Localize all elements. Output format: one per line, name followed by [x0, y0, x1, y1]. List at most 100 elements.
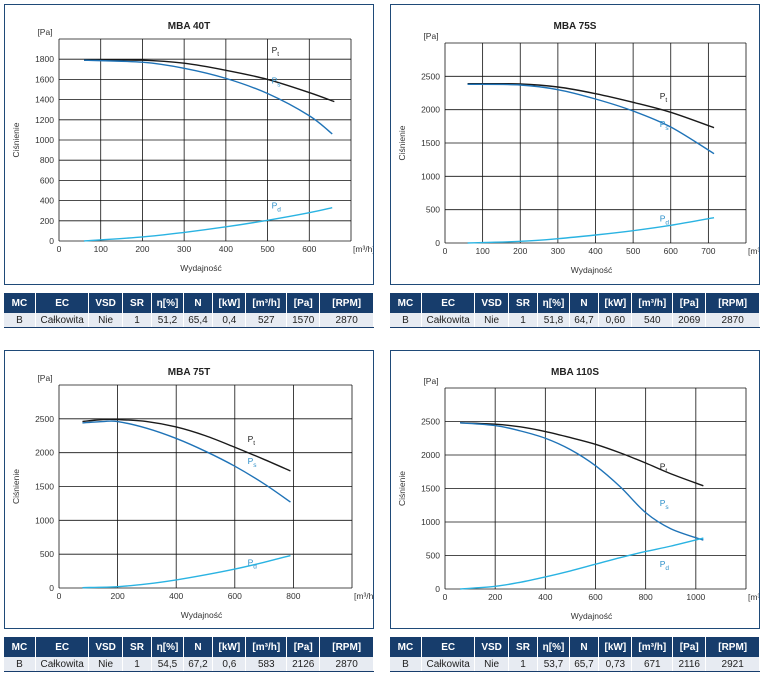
y-tick-label: 200 — [40, 216, 54, 226]
spec-header-cell: VSD — [474, 637, 509, 657]
spec-value-cell: 0,73 — [598, 657, 633, 672]
grid — [58, 384, 353, 589]
spec-table-mba-110s: MC EC VSD SR η[%] N [kW] [m³/h] [Pa] [RPM] B Całkow… — [390, 637, 760, 672]
spec-header-cell: SR — [508, 637, 539, 657]
x-tick-label: 300 — [177, 244, 191, 254]
y-tick-label: 0 — [49, 583, 54, 593]
grid — [444, 42, 747, 244]
spec-header-cell: SR — [122, 293, 153, 313]
y-axis-label: Ciśnienie — [397, 125, 407, 160]
y-tick-label: 2500 — [421, 417, 440, 427]
y-axis-label: Ciśnienie — [397, 471, 407, 506]
x-tick-label: 200 — [111, 591, 125, 601]
spec-header-cell: MC — [4, 637, 36, 657]
fan-curve-chart-mba-75s: MBA 75S 0 100 200 300 400 500 600 700 0 500 1000 150… — [397, 21, 759, 275]
x-tick-label: 700 — [701, 246, 715, 256]
spec-header-cell: SR — [122, 637, 153, 657]
spec-value-cell: 67,2 — [183, 657, 214, 672]
x-tick-label: 400 — [169, 591, 183, 601]
x-tick-label: 300 — [551, 246, 565, 256]
x-axis-label: Wydajność — [181, 610, 223, 620]
series-label-ps: Ps — [660, 119, 670, 132]
spec-header-cell: N — [569, 293, 600, 313]
spec-value-cell: B — [4, 657, 36, 672]
fan-curve-chart-mba-40t: MBA 40T 0 100 200 300 400 500 600 0 200 400 600 800 1… — [11, 21, 373, 273]
spec-header-cell: [kW] — [212, 293, 247, 313]
chart-frame: MBA 110S 0 200 400 600 800 1000 0 500 1000 1500 200… — [390, 350, 760, 629]
spec-header-cell: EC — [421, 293, 476, 313]
spec-header-cell: [m³/h] — [245, 293, 288, 313]
series-line-pd — [467, 216, 715, 244]
series-line-ps — [82, 420, 291, 503]
y-axis-label: Ciśnienie — [11, 122, 21, 157]
fan-curve-chart-mba-75t: MBA 75T 0 200 400 600 800 0 500 1000 1500 2000 2500… — [11, 367, 373, 620]
spec-header-cell: [kW] — [598, 293, 633, 313]
series-label-pd: Pd — [248, 558, 258, 571]
chart-frame: MBA 75T 0 200 400 600 800 0 500 1000 1500 2000 2500… — [4, 350, 374, 629]
series-label-pt: Pt — [248, 434, 256, 447]
spec-header-cell: [Pa] — [672, 293, 707, 313]
y-tick-label: 2000 — [421, 450, 440, 460]
series-line-ps — [467, 83, 715, 155]
spec-value-cell: 0,6 — [212, 657, 247, 672]
spec-header-cell: MC — [390, 637, 422, 657]
spec-header-cell: VSD — [88, 637, 123, 657]
spec-value-row: B Całkowita Nie 1 53,7 65,7 0,73 671 2116 2921 — [390, 657, 760, 672]
spec-table-mba-75t: MC EC VSD SR η[%] N [kW] [m³/h] [Pa] [RPM] B Całkow… — [4, 637, 374, 672]
spec-value-cell: 1 — [508, 657, 539, 672]
x-tick-label: 800 — [286, 591, 300, 601]
y-tick-label: 500 — [40, 549, 54, 559]
spec-value-cell: 2126 — [286, 657, 321, 672]
spec-value-cell: B — [390, 313, 422, 328]
spec-header-cell: VSD — [474, 293, 509, 313]
spec-header-row: MC EC VSD SR η[%] N [kW] [m³/h] [Pa] [RPM] — [4, 637, 374, 657]
y-tick-label: 1000 — [35, 515, 54, 525]
x-axis-label: Wydajność — [180, 263, 222, 273]
x-tick-label: 0 — [57, 591, 62, 601]
spec-value-cell: Całkowita — [421, 657, 476, 672]
spec-header-cell: η[%] — [537, 293, 570, 313]
spec-header-cell: [RPM] — [705, 293, 760, 313]
spec-header-cell: [kW] — [212, 637, 247, 657]
series-line-ps — [459, 422, 704, 541]
y-tick-label: 1800 — [35, 54, 54, 64]
spec-header-cell: SR — [508, 293, 539, 313]
spec-header-cell: [m³/h] — [631, 637, 674, 657]
spec-value-cell: 2870 — [705, 313, 760, 328]
y-tick-label: 2500 — [35, 414, 54, 424]
x-tick-label: 200 — [488, 592, 502, 602]
series-label-pt: Pt — [272, 45, 280, 58]
y-axis-label: Ciśnienie — [11, 469, 21, 504]
x-tick-label: 1000 — [686, 592, 705, 602]
spec-value-cell: 51,2 — [151, 313, 184, 328]
x-axis-label: Wydajność — [571, 265, 613, 275]
spec-header-cell: [RPM] — [319, 637, 374, 657]
series-label-ps: Ps — [248, 456, 258, 469]
y-tick-label: 400 — [40, 196, 54, 206]
spec-value-cell: 2116 — [672, 657, 707, 672]
x-tick-label: 0 — [57, 244, 62, 254]
y-tick-label: 1000 — [421, 171, 440, 181]
y-tick-label: 1200 — [35, 115, 54, 125]
spec-header-cell: [kW] — [598, 637, 633, 657]
spec-value-cell: 1570 — [286, 313, 321, 328]
spec-value-cell: B — [390, 657, 422, 672]
chart-title: MBA 75T — [168, 367, 210, 378]
spec-header-row: MC EC VSD SR η[%] N [kW] [m³/h] [Pa] [RPM] — [390, 637, 760, 657]
y-axis-unit: [Pa] — [423, 31, 438, 41]
spec-value-row: B Całkowita Nie 1 51,2 65,4 0,4 527 1570 2870 — [4, 313, 374, 328]
spec-value-cell: 527 — [245, 313, 288, 328]
x-tick-label: 400 — [538, 592, 552, 602]
spec-value-row: B Całkowita Nie 1 54,5 67,2 0,6 583 2126 2870 — [4, 657, 374, 672]
spec-header-cell: [Pa] — [286, 637, 321, 657]
series-label-pt: Pt — [660, 462, 668, 475]
x-tick-label: 600 — [228, 591, 242, 601]
x-tick-label: 100 — [94, 244, 108, 254]
y-axis-unit: [Pa] — [423, 376, 438, 386]
series-label-pt: Pt — [660, 91, 668, 104]
spec-value-cell: 1 — [122, 313, 153, 328]
chart-title: MBA 75S — [554, 21, 597, 32]
spec-value-cell: 0,60 — [598, 313, 633, 328]
series-line-pd — [459, 537, 704, 590]
spec-value-cell: Całkowita — [421, 313, 476, 328]
